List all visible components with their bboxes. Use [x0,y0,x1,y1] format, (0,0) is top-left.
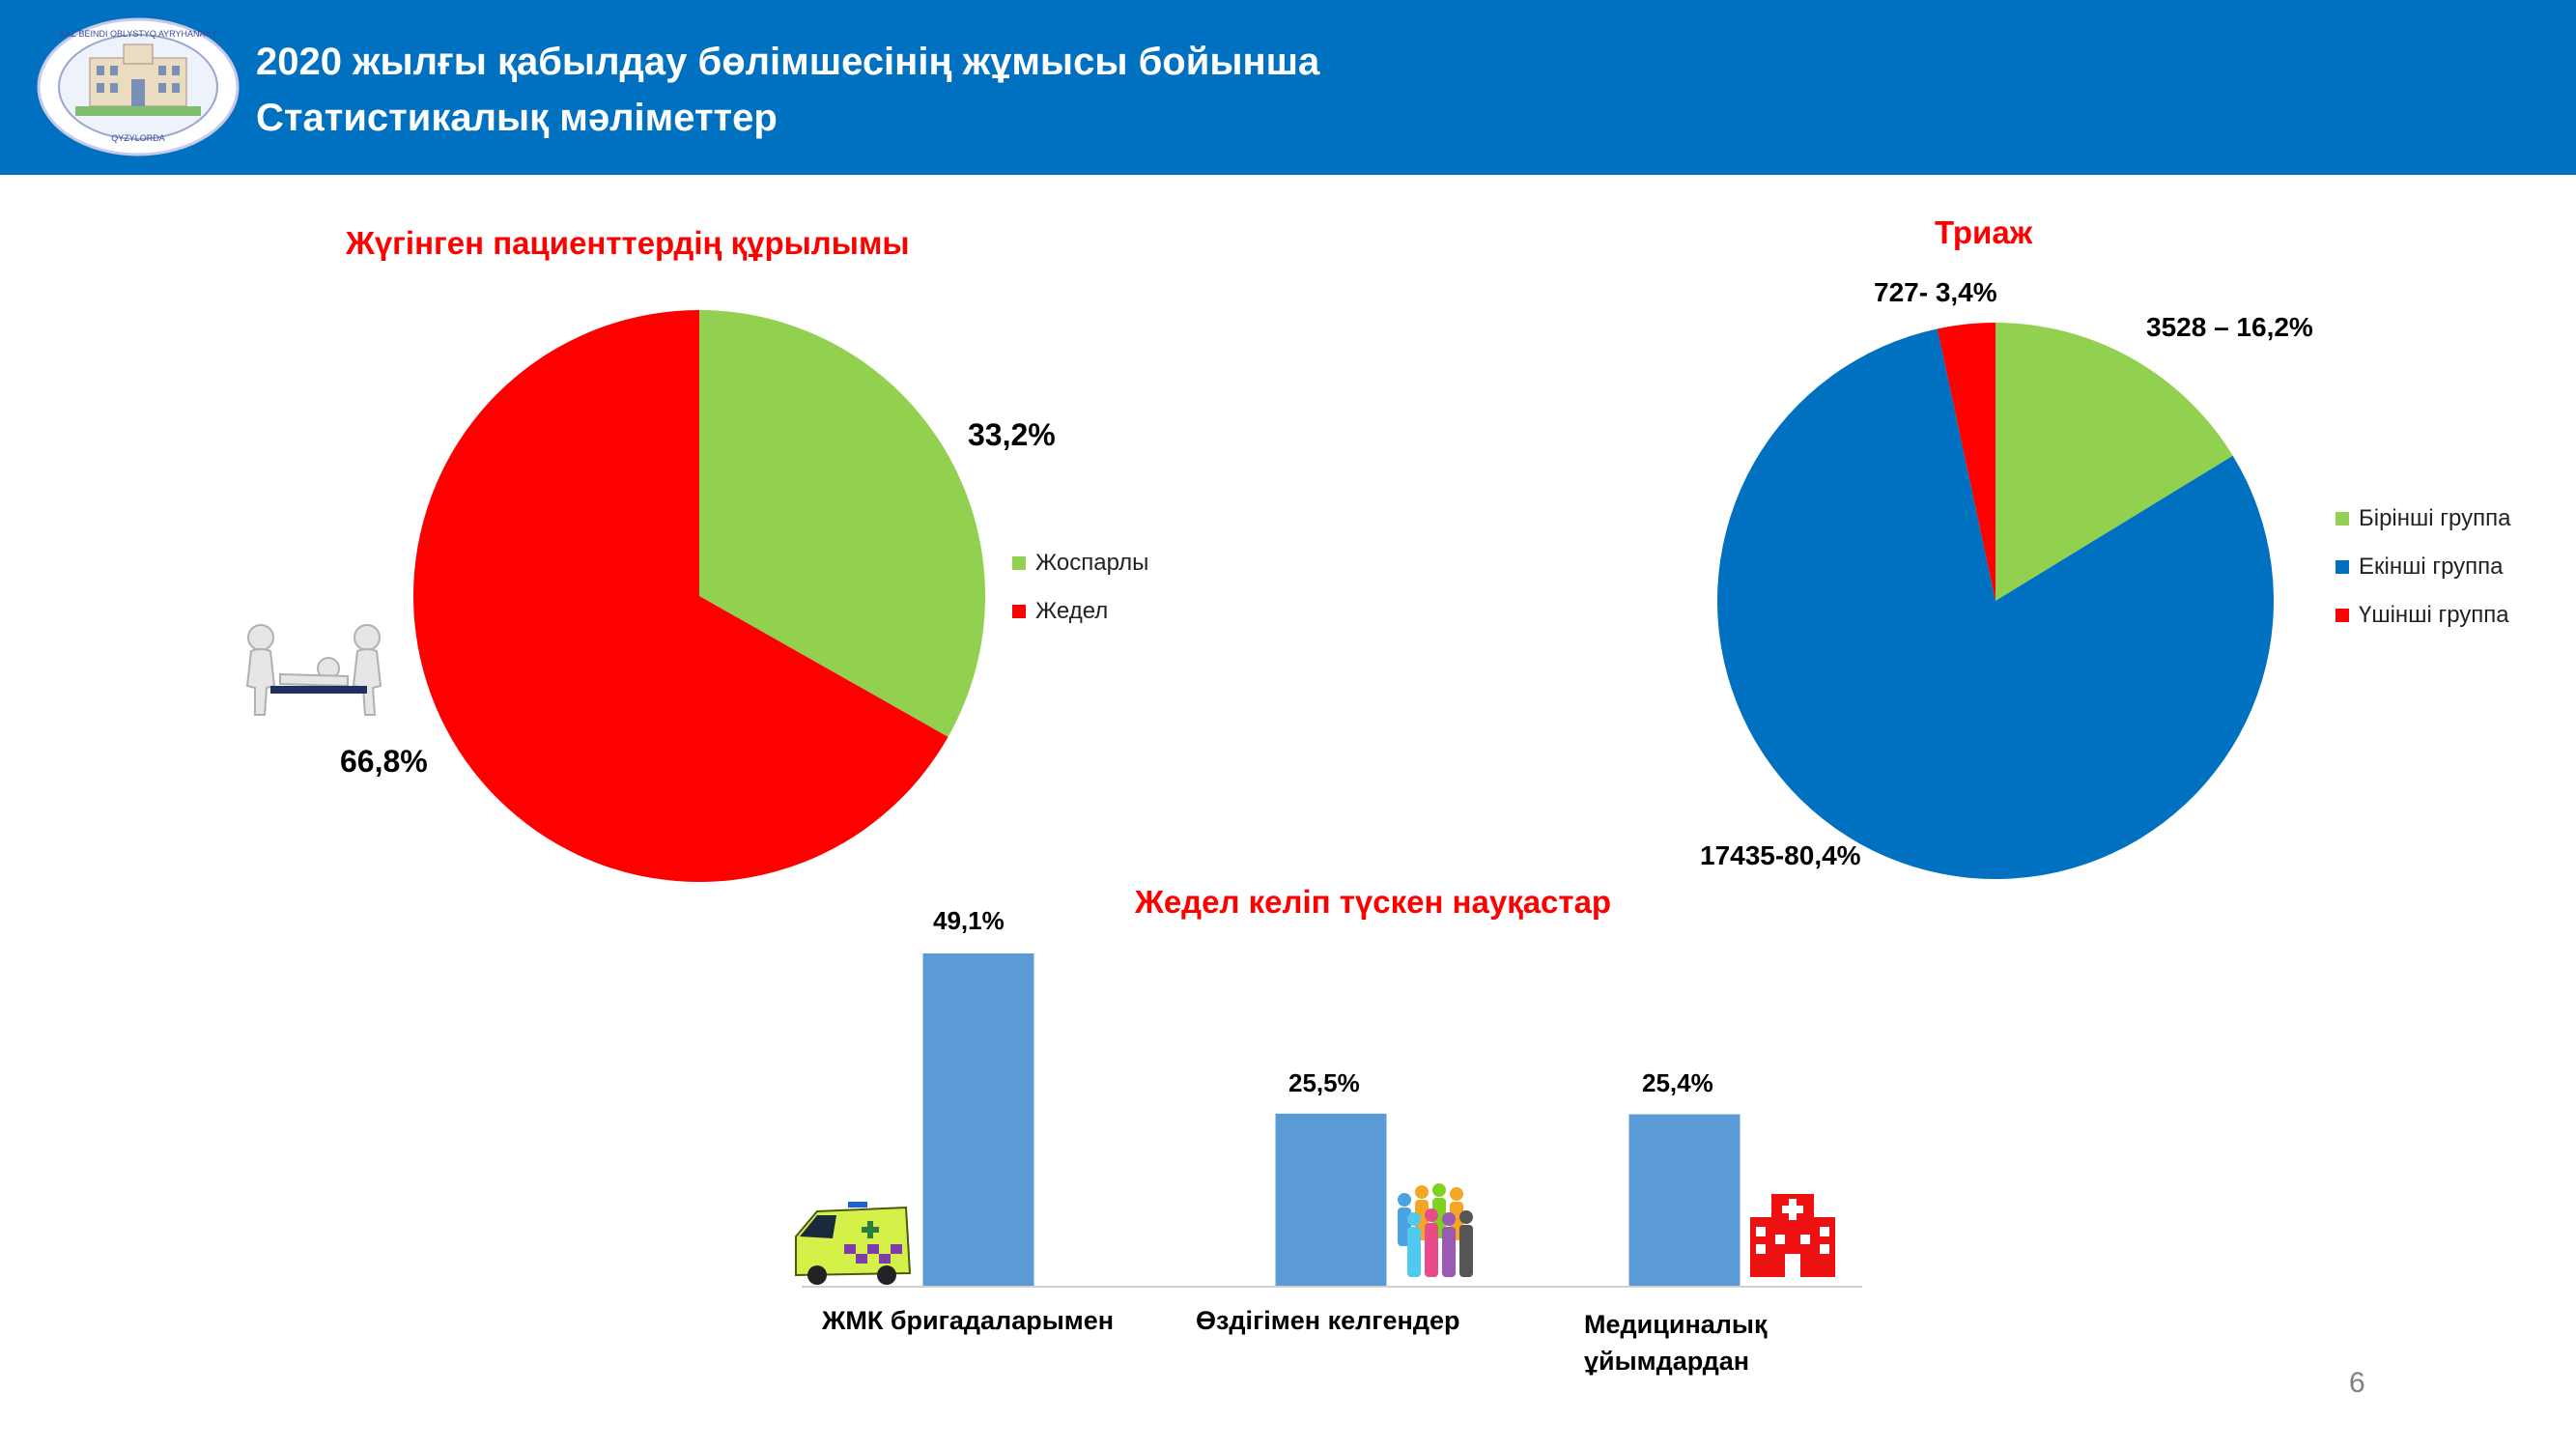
svg-text:KAZ BEINDI OBLYSTYQ AYRYHANASY: KAZ BEINDI OBLYSTYQ AYRYHANASY [59,29,216,39]
chart1-legend: Жоспарлы Жедел [1012,539,1148,636]
bar-category-label-2: Медициналық ұйымдардан [1584,1310,1768,1376]
pie-slice-0 [1996,323,2233,601]
bar-2 [1628,1114,1741,1287]
bar-value-label-1: 25,5% [1288,1068,1360,1097]
pie-slice-0 [699,310,986,737]
people-group-icon [1398,1183,1473,1277]
bar-value-label-2: 25,4% [1642,1068,1713,1097]
bar-category-label-1: Өздігімен келгендер [1196,1306,1460,1335]
pie-slice-2 [1937,323,1996,601]
pie-slice-1 [413,310,948,883]
svg-text:QYZYLORDA: QYZYLORDA [111,133,165,143]
legend-item-zhedel: Жедел [1012,587,1148,636]
chart2-legend: Бірінші группа Екінші группа Үшінші груп… [2335,495,2510,639]
chart2-title: Триаж [1935,214,2033,250]
chart1-label-1: 66,8% [340,744,428,779]
bar-0 [922,953,1034,1287]
chart2-label-2: 727- 3,4% [1874,277,1997,307]
legend-item-group1: Бірінші группа [2335,495,2510,543]
bar-value-label-0: 49,1% [933,906,1005,935]
stretcher-carriers-icon [245,624,382,716]
bar-category-label-0: ЖМК бригадаларымен [822,1306,1115,1335]
page-title-line2: Статистикалық мәліметтер [256,97,778,139]
bar-1 [1275,1113,1387,1287]
chart1-title: Жүгінген пациенттердің құрылымы [346,225,910,261]
page-number: 6 [2349,1367,2365,1399]
chart2-label-1: 17435-80,4% [1700,840,1861,870]
page-title-line1: 2020 жылғы қабылдау бөлімшесінің жұмысы … [256,41,1320,83]
chart3-title: Жедел келіп түскен науқастар [1135,884,1612,920]
ambulance-icon [795,1202,912,1285]
legend-item-group3: Үшінші группа [2335,591,2510,639]
legend-item-group2: Екінші группа [2335,543,2510,591]
chart2-label-0: 3528 – 16,2% [2146,312,2313,342]
header-bar: KAZ BEINDI OBLYSTYQ AYRYHANASY QYZYLORDA… [0,0,2576,175]
pie-slice-1 [1716,328,2274,880]
chart1-label-0: 33,2% [968,417,1056,452]
hospital-building-icon [1750,1194,1835,1277]
legend-item-zhosparly: Жоспарлы [1012,539,1148,587]
hospital-logo-icon: KAZ BEINDI OBLYSTYQ AYRYHANASY QYZYLORDA [37,17,240,156]
